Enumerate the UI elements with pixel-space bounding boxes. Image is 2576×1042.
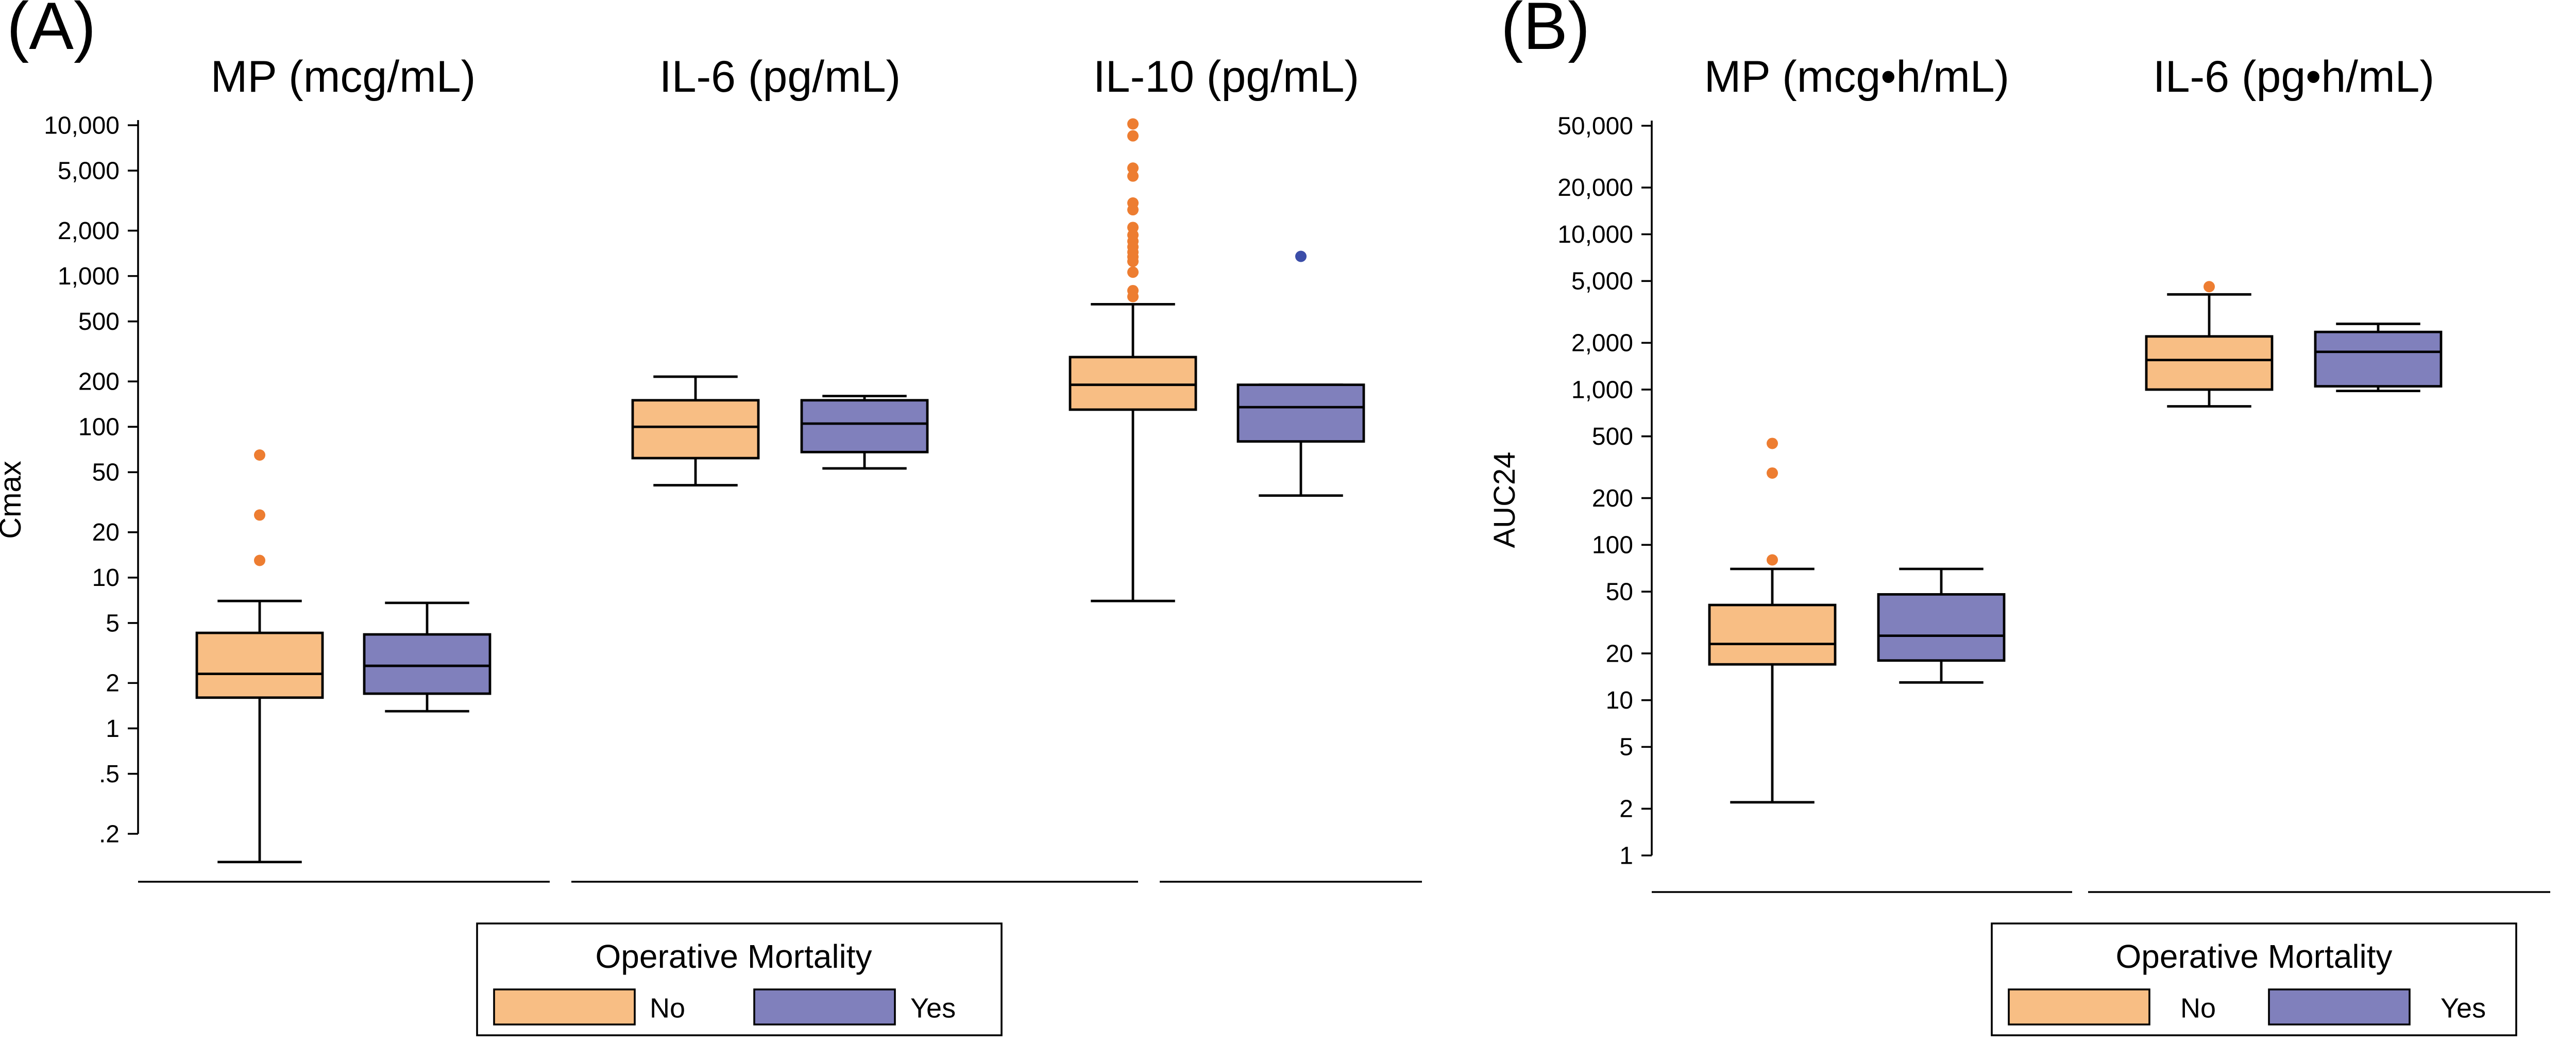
- svg-text:50: 50: [1606, 578, 1633, 606]
- svg-text:(A): (A): [7, 0, 96, 63]
- svg-text:20: 20: [1606, 640, 1633, 667]
- svg-text:5,000: 5,000: [1571, 268, 1633, 295]
- svg-text:MP (mcg•h/mL): MP (mcg•h/mL): [1704, 52, 2009, 102]
- svg-text:500: 500: [1592, 423, 1633, 450]
- svg-text:5: 5: [106, 610, 120, 637]
- svg-text:10: 10: [1606, 687, 1633, 714]
- svg-text:2,000: 2,000: [1571, 330, 1633, 357]
- svg-text:200: 200: [1592, 485, 1633, 512]
- svg-text:Yes: Yes: [2441, 993, 2486, 1023]
- svg-text:10,000: 10,000: [1557, 221, 1633, 248]
- svg-text:Operative Mortality: Operative Mortality: [2115, 938, 2392, 975]
- svg-text:50,000: 50,000: [1557, 112, 1633, 140]
- svg-text:IL-6 (pg/mL): IL-6 (pg/mL): [659, 52, 901, 102]
- svg-text:1,000: 1,000: [58, 263, 120, 290]
- svg-text:AUC24: AUC24: [1488, 452, 1521, 548]
- svg-text:20: 20: [92, 519, 120, 546]
- svg-text:IL-6 (pg•h/mL): IL-6 (pg•h/mL): [2153, 52, 2434, 102]
- svg-text:IL-10 (pg/mL): IL-10 (pg/mL): [1093, 52, 1359, 102]
- svg-text:10,000: 10,000: [44, 112, 120, 139]
- svg-text:1: 1: [106, 715, 120, 743]
- svg-text:Yes: Yes: [910, 993, 956, 1023]
- svg-text:5,000: 5,000: [58, 157, 120, 184]
- svg-text:200: 200: [78, 368, 120, 395]
- svg-text:No: No: [2180, 993, 2216, 1023]
- svg-text:.5: .5: [99, 761, 120, 788]
- svg-text:.2: .2: [99, 820, 120, 848]
- svg-text:No: No: [650, 993, 685, 1023]
- svg-text:Cmax: Cmax: [0, 461, 27, 539]
- svg-text:100: 100: [1592, 532, 1633, 559]
- svg-text:Operative Mortality: Operative Mortality: [595, 938, 872, 975]
- svg-text:500: 500: [78, 308, 120, 335]
- svg-text:100: 100: [78, 414, 120, 441]
- svg-text:1: 1: [1619, 842, 1633, 869]
- svg-text:2: 2: [1619, 796, 1633, 823]
- svg-text:5: 5: [1619, 734, 1633, 761]
- svg-text:MP (mcg/mL): MP (mcg/mL): [211, 52, 476, 102]
- svg-text:10: 10: [92, 564, 120, 592]
- svg-text:50: 50: [92, 459, 120, 486]
- svg-text:2: 2: [106, 670, 120, 697]
- svg-text:20,000: 20,000: [1557, 174, 1633, 201]
- svg-text:1,000: 1,000: [1571, 376, 1633, 404]
- svg-text:(B): (B): [1501, 0, 1590, 63]
- svg-text:2,000: 2,000: [58, 217, 120, 245]
